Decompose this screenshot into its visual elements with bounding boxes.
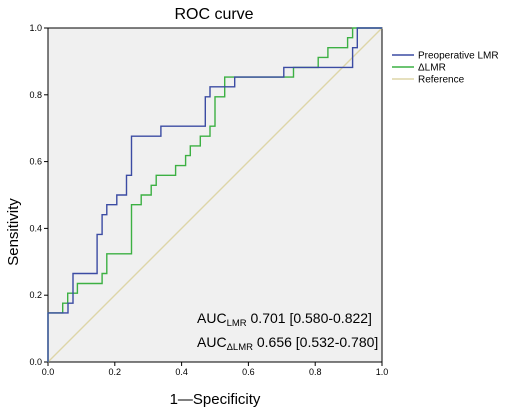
- y-tick-label: 0.8: [29, 90, 42, 100]
- auc-annotation: AUCΔLMR 0.656 [0.532-0.780]: [197, 334, 378, 353]
- auc-annotation: AUCLMR 0.701 [0.580-0.822]: [197, 310, 372, 329]
- auc-prefix: AUC: [197, 334, 227, 350]
- auc-value: 0.656 [0.532-0.780]: [253, 334, 378, 350]
- series-line-preoperative-lmr: [47, 27, 382, 362]
- x-tick-label: 0.8: [309, 367, 322, 377]
- series-lines: [47, 27, 383, 363]
- chart-title: ROC curve: [174, 6, 253, 23]
- y-tick-label: 0.4: [29, 223, 42, 233]
- series-line-reference: [47, 27, 383, 363]
- legend-label-reference: Reference: [418, 75, 465, 86]
- axis-ticks: 0.0 0.2 0.4 0.6 0.8 1.0 0.0 0.2 0.4 0.6 0.8 1.0: [29, 23, 388, 377]
- auc-annotations: AUCLMR 0.701 [0.580-0.822]AUCΔLMR 0.656 …: [197, 310, 378, 353]
- auc-prefix: AUC: [197, 310, 227, 326]
- legend-label-preoperative-lmr: Preoperative LMR: [418, 51, 499, 62]
- x-tick-label: 1.0: [376, 367, 389, 377]
- auc-subscript: ΔLMR: [227, 342, 254, 353]
- y-tick-label: 0.0: [29, 357, 42, 367]
- y-tick-label: 0.6: [29, 157, 42, 167]
- x-tick-label: 0.4: [175, 367, 188, 377]
- y-axis-label: Sensitivity: [5, 198, 22, 266]
- auc-subscript: LMR: [227, 318, 247, 329]
- legend-label-delta-lmr: ΔLMR: [418, 63, 446, 74]
- y-tick-label: 1.0: [29, 23, 42, 33]
- x-axis-label: 1—Specificity: [170, 391, 261, 408]
- series-line-delta-lmr: [47, 27, 382, 362]
- x-tick-label: 0.0: [42, 367, 55, 377]
- auc-value: 0.701 [0.580-0.822]: [247, 310, 372, 326]
- y-tick-label: 0.2: [29, 290, 42, 300]
- x-tick-label: 0.2: [109, 367, 122, 377]
- x-tick-label: 0.6: [242, 367, 255, 377]
